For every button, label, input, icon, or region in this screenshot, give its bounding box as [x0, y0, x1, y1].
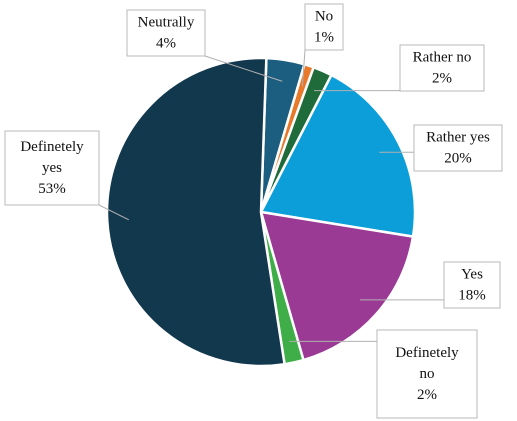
callout-definetely-yes: Definetely yes 53% — [4, 130, 100, 206]
data-label-category: no — [420, 366, 435, 382]
data-label-category: Definetely — [20, 139, 84, 155]
data-label-callouts: Neutrally 4% No 1% Rather no 2% Rather yes 20% Y… — [4, 3, 503, 419]
pie-slice-rather-yes — [259, 73, 417, 238]
pie-slice-yes — [259, 210, 415, 362]
data-label-category: Rather yes — [426, 130, 490, 146]
callout-box — [443, 261, 501, 309]
callout-box — [399, 44, 485, 92]
callout-neutrally: Neutrally 4% — [126, 9, 206, 57]
data-label-value: 2% — [432, 71, 452, 87]
callout-rather-no: Rather no 2% — [399, 44, 485, 92]
leader-line-neutrally — [204, 55, 283, 82]
data-label-category: No — [315, 9, 333, 25]
callout-box — [304, 3, 344, 51]
data-label-value: 4% — [156, 36, 176, 52]
data-label-category: Rather no — [413, 50, 472, 66]
callout-no: No 1% — [304, 3, 344, 51]
data-label-value: 53% — [38, 181, 66, 197]
data-label-category: Definetely — [395, 345, 459, 361]
data-label-category: Yes — [461, 267, 483, 283]
data-label-value: 20% — [444, 151, 472, 167]
data-label-value: 2% — [417, 387, 437, 403]
callout-yes: Yes 18% — [443, 261, 501, 309]
leader-line-definetely-yes — [98, 204, 130, 221]
data-label-category: Neutrally — [138, 15, 195, 31]
pie-slices — [105, 56, 417, 368]
callout-box — [376, 329, 478, 419]
data-label-value: 18% — [458, 288, 486, 304]
data-label-value: 1% — [314, 30, 334, 46]
data-label-category: yes — [42, 160, 62, 176]
callout-box — [413, 124, 503, 172]
callout-definetely-no: Definetely no 2% — [376, 329, 478, 419]
callout-rather-yes: Rather yes 20% — [413, 124, 503, 172]
leader-line-no — [301, 49, 306, 87]
callout-box — [126, 9, 206, 57]
callout-box — [4, 130, 100, 206]
leader-lines — [98, 49, 444, 342]
pie-slice-definetely-yes — [105, 56, 286, 368]
